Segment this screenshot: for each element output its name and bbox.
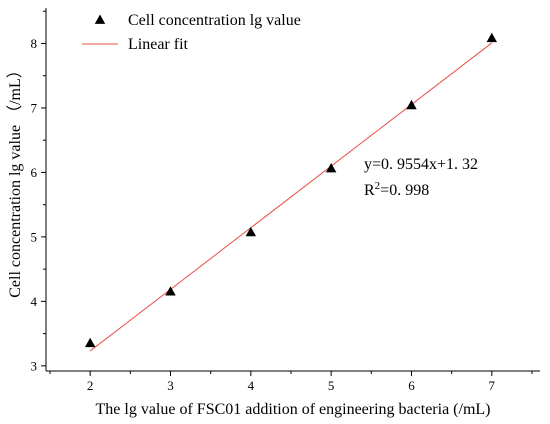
legend-label-scatter: Cell concentration lg value — [128, 12, 301, 29]
y-tick-label: 5 — [31, 229, 38, 244]
y-tick-label: 4 — [31, 294, 38, 309]
x-tick-label: 7 — [489, 378, 496, 393]
data-point-triangle — [84, 337, 96, 348]
y-tick-label: 8 — [31, 36, 38, 51]
data-point-triangle — [165, 286, 176, 296]
data-point-triangle — [245, 226, 257, 237]
r2-prefix: R — [364, 182, 375, 199]
legend-label-fit: Linear fit — [128, 36, 189, 53]
x-axis-title: The lg value of FSC01 addition of engine… — [96, 401, 491, 418]
data-point-triangle — [325, 163, 337, 173]
legend: Cell concentration lg value Linear fit — [82, 12, 301, 53]
x-tick-label: 5 — [328, 378, 335, 393]
x-tick-label: 2 — [87, 378, 94, 393]
r-squared-text: R2=0. 998 — [364, 180, 429, 199]
plot-area: 2 3 4 5 6 7 3 4 5 6 7 8 — [31, 8, 540, 393]
r2-superscript: 2 — [375, 180, 381, 192]
x-tick-label: 6 — [408, 378, 415, 393]
y-tick-label: 3 — [31, 358, 38, 373]
y-tick-label: 6 — [31, 165, 38, 180]
equation-text: y=0. 9554x+1. 32 — [364, 156, 478, 173]
y-axis-title: Cell concentration lg value （/mL） — [6, 62, 24, 298]
y-tick-label: 7 — [31, 100, 38, 115]
x-tick-label: 3 — [167, 378, 174, 393]
legend-marker-triangle — [94, 14, 106, 24]
data-point-triangle — [406, 99, 417, 110]
fit-line — [89, 42, 493, 352]
data-point-triangle — [486, 32, 498, 43]
fit-annotation: y=0. 9554x+1. 32 R2=0. 998 — [364, 156, 478, 199]
r2-value: =0. 998 — [380, 182, 429, 199]
legend-triangle — [94, 14, 106, 24]
x-tick-label: 4 — [248, 378, 255, 393]
